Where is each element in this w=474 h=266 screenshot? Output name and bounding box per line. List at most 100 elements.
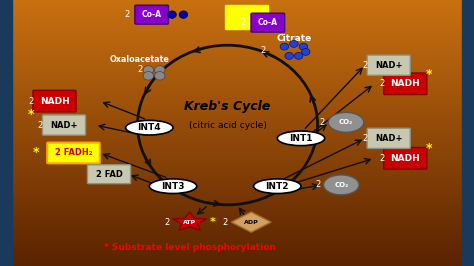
Bar bbox=[0, 133, 474, 134]
Bar bbox=[0, 138, 474, 140]
Bar bbox=[0, 23, 474, 24]
Bar bbox=[0, 1, 474, 3]
FancyBboxPatch shape bbox=[87, 165, 131, 184]
Bar bbox=[0, 213, 474, 214]
Text: NAD+: NAD+ bbox=[50, 120, 78, 130]
Text: (citric acid cycle): (citric acid cycle) bbox=[189, 120, 266, 130]
Bar bbox=[0, 156, 474, 157]
Bar bbox=[0, 194, 474, 196]
Text: *: * bbox=[27, 108, 34, 121]
Bar bbox=[0, 178, 474, 180]
Bar bbox=[0, 9, 474, 11]
Bar bbox=[0, 211, 474, 213]
Bar bbox=[0, 233, 474, 234]
Bar bbox=[0, 24, 474, 25]
Bar bbox=[0, 20, 474, 21]
Bar bbox=[0, 51, 474, 52]
Bar bbox=[0, 101, 474, 102]
Bar bbox=[0, 176, 474, 177]
Bar bbox=[0, 202, 474, 203]
Bar bbox=[0, 16, 474, 17]
Bar bbox=[0, 43, 474, 44]
Bar bbox=[0, 223, 474, 225]
Bar bbox=[0, 60, 474, 61]
Bar bbox=[0, 21, 474, 23]
Bar bbox=[0, 121, 474, 122]
Bar bbox=[0, 242, 474, 243]
Bar bbox=[0, 48, 474, 49]
Bar bbox=[0, 45, 474, 47]
Bar bbox=[0, 126, 474, 128]
Text: 2: 2 bbox=[164, 218, 170, 227]
Bar bbox=[0, 117, 474, 118]
Bar bbox=[0, 128, 474, 129]
Bar bbox=[0, 36, 474, 37]
Bar bbox=[0, 154, 474, 156]
Bar bbox=[0, 181, 474, 182]
Ellipse shape bbox=[168, 11, 176, 18]
Bar bbox=[0, 214, 474, 215]
Text: Co-A: Co-A bbox=[142, 10, 162, 19]
Bar bbox=[0, 161, 474, 162]
Ellipse shape bbox=[126, 120, 173, 135]
Bar bbox=[0, 113, 474, 114]
Bar bbox=[0, 221, 474, 222]
Bar bbox=[0, 206, 474, 207]
Bar bbox=[0, 196, 474, 197]
Text: 2: 2 bbox=[260, 46, 266, 55]
Text: 2: 2 bbox=[379, 79, 384, 88]
Bar bbox=[0, 250, 474, 251]
Bar bbox=[0, 129, 474, 130]
Bar bbox=[0, 70, 474, 72]
Bar bbox=[0, 72, 474, 73]
Bar bbox=[0, 93, 474, 94]
Bar bbox=[0, 165, 474, 166]
Bar bbox=[0, 52, 474, 53]
Bar bbox=[0, 237, 474, 238]
Ellipse shape bbox=[299, 43, 308, 50]
FancyBboxPatch shape bbox=[383, 73, 427, 95]
Bar bbox=[0, 185, 474, 186]
Bar bbox=[0, 201, 474, 202]
Text: *: * bbox=[426, 68, 432, 81]
Bar bbox=[0, 145, 474, 146]
Text: * Substrate level phosphorylation: * Substrate level phosphorylation bbox=[104, 243, 276, 252]
Text: *: * bbox=[210, 217, 215, 227]
Bar bbox=[0, 37, 474, 39]
Text: 2: 2 bbox=[379, 154, 384, 163]
Bar bbox=[0, 219, 474, 221]
Ellipse shape bbox=[294, 52, 303, 59]
Bar bbox=[0, 158, 474, 160]
Bar bbox=[0, 82, 474, 84]
Text: CO₂: CO₂ bbox=[334, 182, 348, 188]
Bar bbox=[0, 174, 474, 176]
Text: 2: 2 bbox=[315, 180, 320, 189]
Bar bbox=[0, 97, 474, 98]
Bar bbox=[0, 262, 474, 263]
Bar bbox=[0, 64, 474, 65]
Ellipse shape bbox=[285, 52, 293, 59]
Bar bbox=[0, 189, 474, 190]
Bar bbox=[0, 225, 474, 226]
Text: 2 FADH₂: 2 FADH₂ bbox=[55, 148, 92, 157]
FancyBboxPatch shape bbox=[383, 147, 427, 169]
Bar bbox=[0, 102, 474, 104]
Text: INT2: INT2 bbox=[265, 182, 289, 191]
Bar bbox=[0, 90, 474, 92]
Bar bbox=[0, 205, 474, 206]
Bar bbox=[0, 153, 474, 154]
Bar bbox=[0, 200, 474, 201]
Bar bbox=[0, 56, 474, 57]
Text: 2: 2 bbox=[37, 120, 43, 130]
Polygon shape bbox=[231, 212, 271, 232]
Bar bbox=[0, 170, 474, 172]
Bar bbox=[0, 118, 474, 120]
Text: INT1: INT1 bbox=[289, 134, 313, 143]
Bar bbox=[0, 137, 474, 138]
Text: 2: 2 bbox=[362, 61, 368, 70]
Bar bbox=[0, 35, 474, 36]
Bar bbox=[0, 198, 474, 200]
Bar bbox=[0, 105, 474, 106]
Bar bbox=[0, 125, 474, 126]
Bar bbox=[0, 92, 474, 93]
